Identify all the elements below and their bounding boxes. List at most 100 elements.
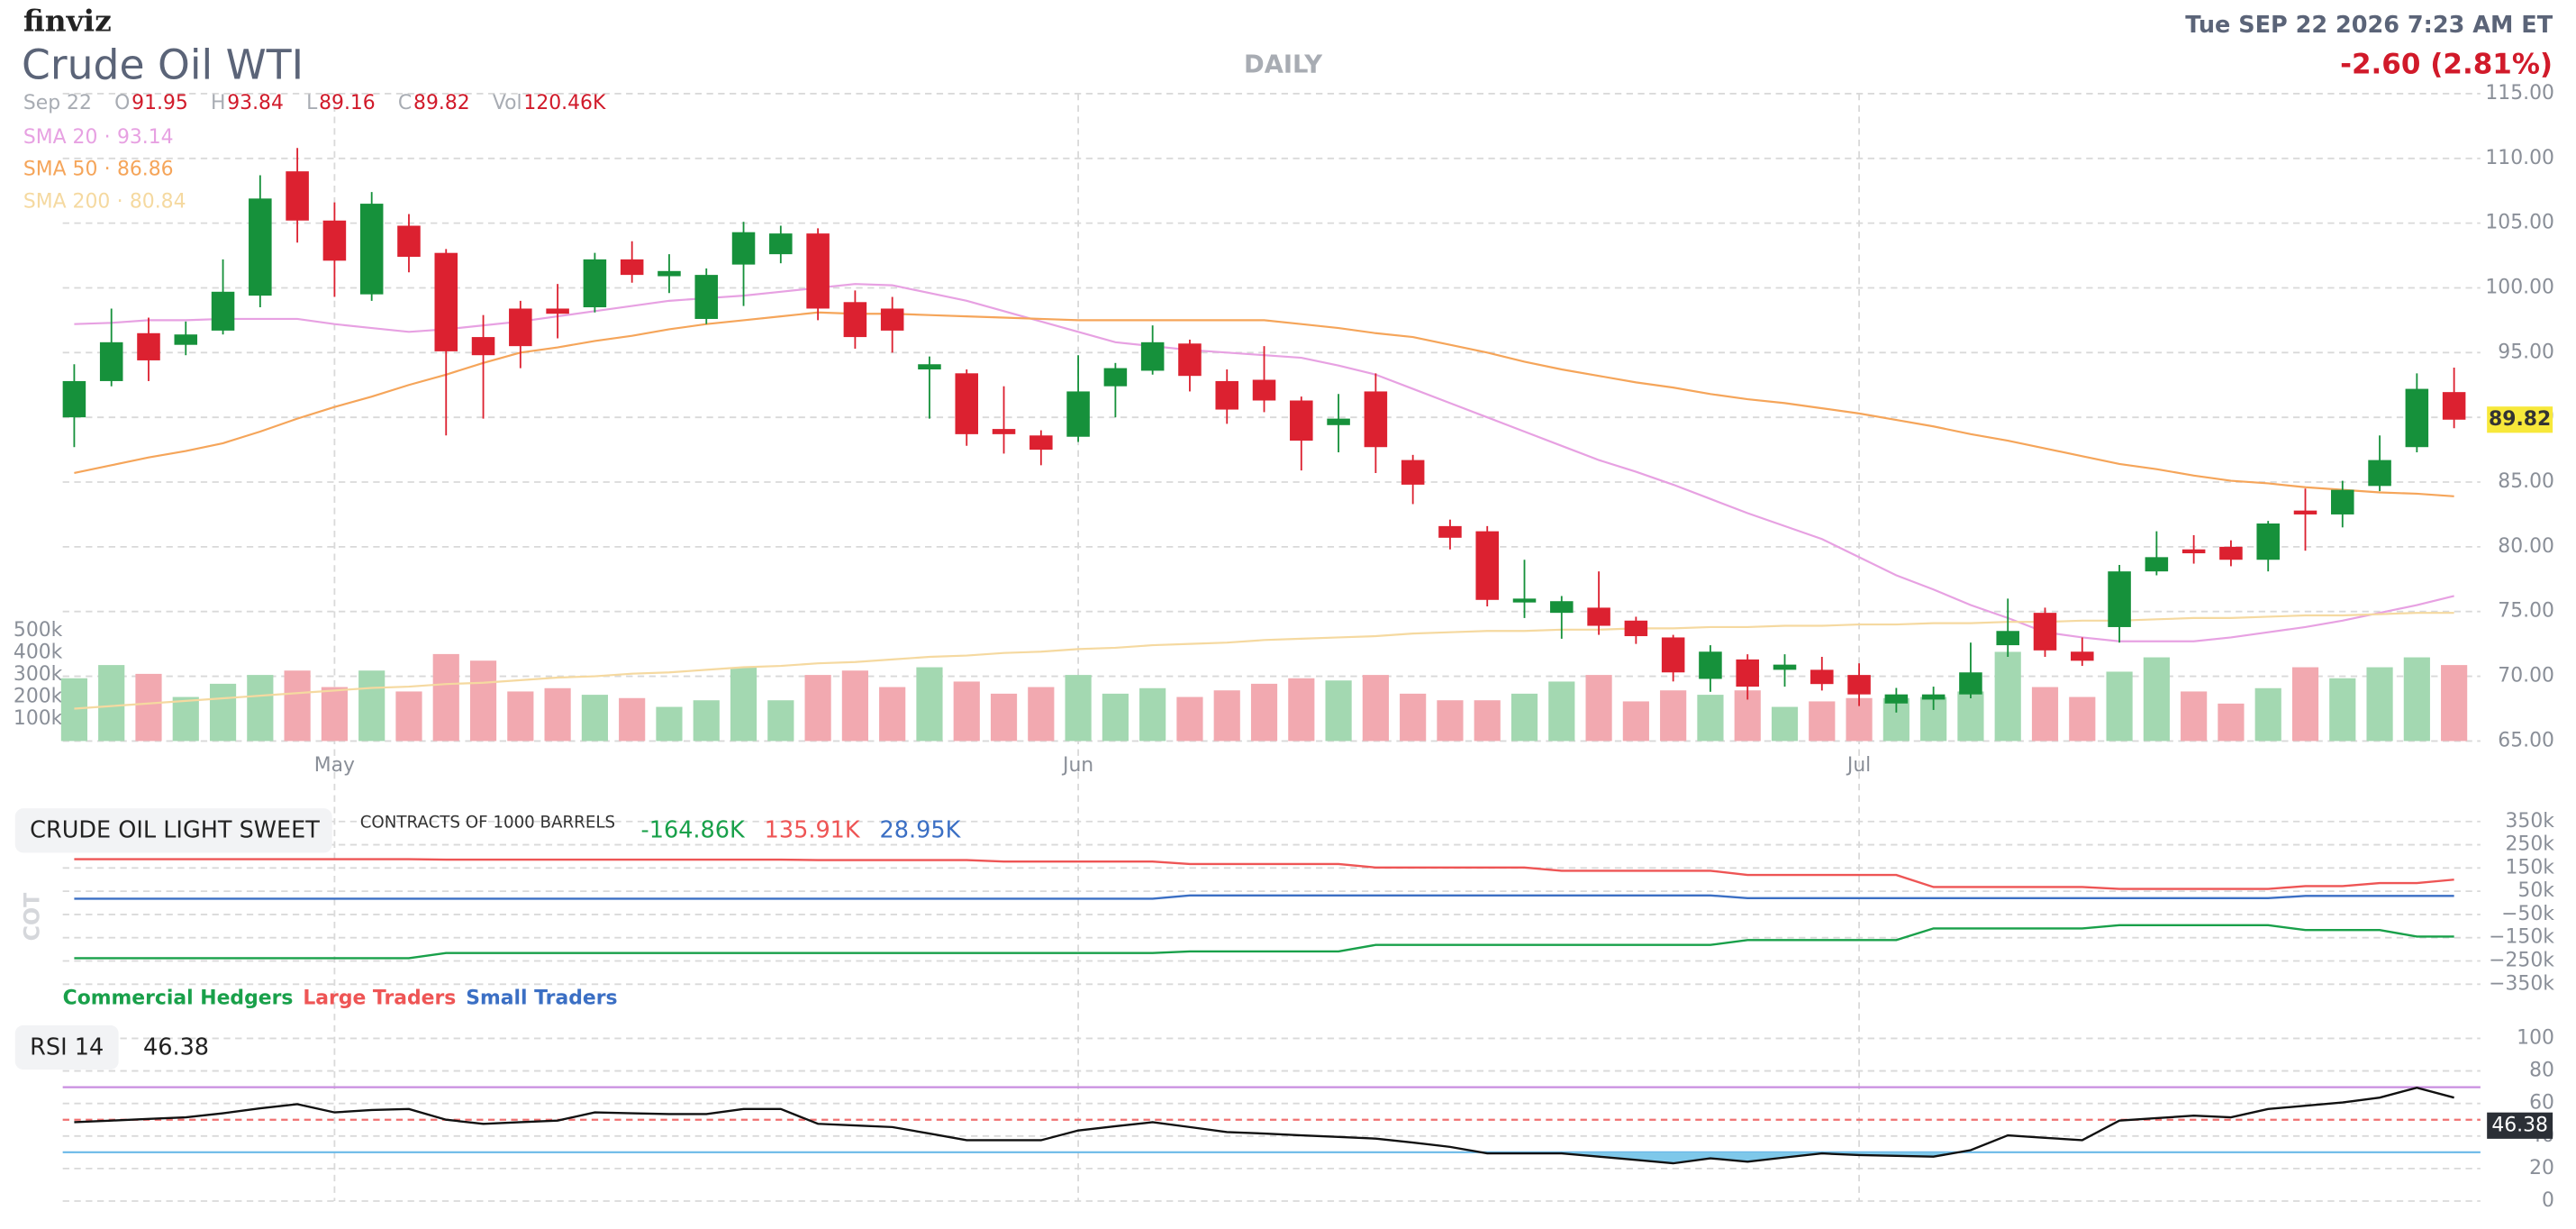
y-tick-label: 65.00 — [2498, 729, 2554, 751]
candle-body — [2108, 571, 2131, 627]
y-tick-label: 115.00 — [2485, 82, 2554, 105]
volume-bar — [209, 683, 237, 742]
current-value-label: 46.38 — [2491, 1114, 2548, 1136]
volume-bar — [395, 691, 422, 742]
y-tick-label: 70.00 — [2498, 665, 2554, 687]
y-tick-label: 100.00 — [2485, 276, 2554, 298]
volume-bar — [1697, 695, 1724, 742]
candle-body — [1587, 607, 1610, 626]
volume-bar — [60, 678, 87, 742]
volume-bar — [1065, 675, 1092, 742]
candle-body — [1550, 601, 1574, 614]
candle-body — [286, 171, 309, 221]
logo[interactable]: finviz — [23, 4, 112, 39]
volume-bar — [1288, 678, 1315, 742]
volume-bar — [2441, 665, 2468, 742]
y-tick-label: 350k — [2506, 810, 2555, 833]
legend-value: 93.14 — [117, 126, 174, 149]
candle-body — [918, 364, 941, 370]
legend-entry: SMA 20 · 93.14 — [23, 126, 174, 149]
volume-bar — [1622, 701, 1649, 742]
volume-bar — [2366, 667, 2393, 742]
volume-bar — [2181, 691, 2208, 742]
volume-tick-label: 300k — [14, 663, 63, 686]
candle-body — [1959, 672, 1982, 695]
y-tick-label: 250k — [2506, 833, 2555, 856]
cot-title-box[interactable] — [14, 808, 332, 853]
y-tick-label: −50k — [2501, 903, 2554, 925]
rsi-title-box[interactable] — [14, 1024, 119, 1070]
candle-body — [1996, 631, 2019, 646]
cot-title: CRUDE OIL LIGHT SWEET — [30, 817, 320, 844]
legend-separator: · — [104, 159, 111, 181]
candle-body — [99, 341, 123, 381]
candle-body — [843, 302, 867, 338]
candle-body — [322, 220, 347, 261]
datetime: Tue SEP 22 2026 7:23 AM ET — [2185, 12, 2553, 39]
candle-body — [546, 308, 569, 314]
candle-body — [620, 259, 644, 276]
y-tick-label: 85.00 — [2498, 470, 2554, 493]
candle-body — [471, 337, 495, 356]
volume-bar — [841, 670, 868, 742]
volume-tick-label: 400k — [14, 642, 63, 664]
x-tick-label: Jul — [1846, 754, 1871, 777]
candle-body — [174, 334, 198, 345]
volume-bar — [916, 667, 943, 742]
legend-entry: Commercial Hedgers — [63, 988, 294, 1010]
candle-body — [658, 270, 681, 277]
y-tick-label: 105.00 — [2485, 212, 2554, 234]
volume-bar — [1325, 680, 1352, 742]
y-tick-label: 60 — [2529, 1092, 2554, 1115]
legend-separator: · — [104, 126, 111, 149]
candle-body — [1921, 694, 1946, 700]
volume-bar — [2218, 703, 2245, 742]
volume-bar — [1028, 687, 1055, 742]
volume-bar — [432, 653, 459, 742]
volume-label: Vol — [493, 92, 522, 114]
candle-body — [1029, 435, 1053, 451]
candle-body — [1290, 400, 1313, 442]
volume-bar — [953, 681, 980, 742]
y-tick-label: −150k — [2489, 926, 2554, 949]
x-tick-label: Jun — [1061, 754, 1093, 777]
volume-bar — [1176, 696, 1203, 742]
volume-bar — [544, 687, 571, 742]
candle-body — [1438, 525, 1462, 538]
y-tick-label: 95.00 — [2498, 341, 2554, 363]
legend-value: 86.86 — [117, 159, 174, 181]
timeframe[interactable]: DAILY — [1244, 50, 1323, 78]
volume-value: 120.46K — [523, 92, 606, 114]
volume-bar — [1994, 651, 2021, 742]
candle-body — [1624, 620, 1648, 637]
volume-bar — [1400, 693, 1427, 742]
high-label: H — [211, 92, 225, 114]
candle-body — [509, 308, 532, 347]
cot-latest: 135.91K — [765, 817, 861, 844]
candle-body — [2256, 523, 2280, 560]
candle-body — [1066, 391, 1090, 437]
volume-bar — [1809, 701, 1836, 742]
y-tick-label: 100 — [2517, 1026, 2554, 1049]
candle-body — [583, 259, 607, 308]
candle-body — [955, 373, 979, 434]
legend-name: SMA 200 — [23, 190, 110, 213]
volume-bar — [1957, 691, 1984, 742]
candle-body — [249, 198, 272, 296]
volume-bar — [2143, 657, 2170, 742]
last-price-tag — [2487, 406, 2553, 433]
cot-subtitle: CONTRACTS OF 1000 BARRELS — [360, 814, 615, 833]
legend-value: 80.84 — [130, 190, 186, 213]
candle-body — [2405, 388, 2429, 448]
candle-body — [1215, 380, 1239, 410]
candle-body — [806, 233, 830, 309]
low-label: L — [306, 92, 318, 114]
volume-bar — [98, 665, 125, 742]
legend-name: SMA 20 — [23, 126, 98, 149]
sma-line — [74, 612, 2454, 710]
candle-body — [1736, 659, 1759, 687]
legend-name: SMA 50 — [23, 159, 98, 181]
volume-bar — [879, 687, 906, 742]
